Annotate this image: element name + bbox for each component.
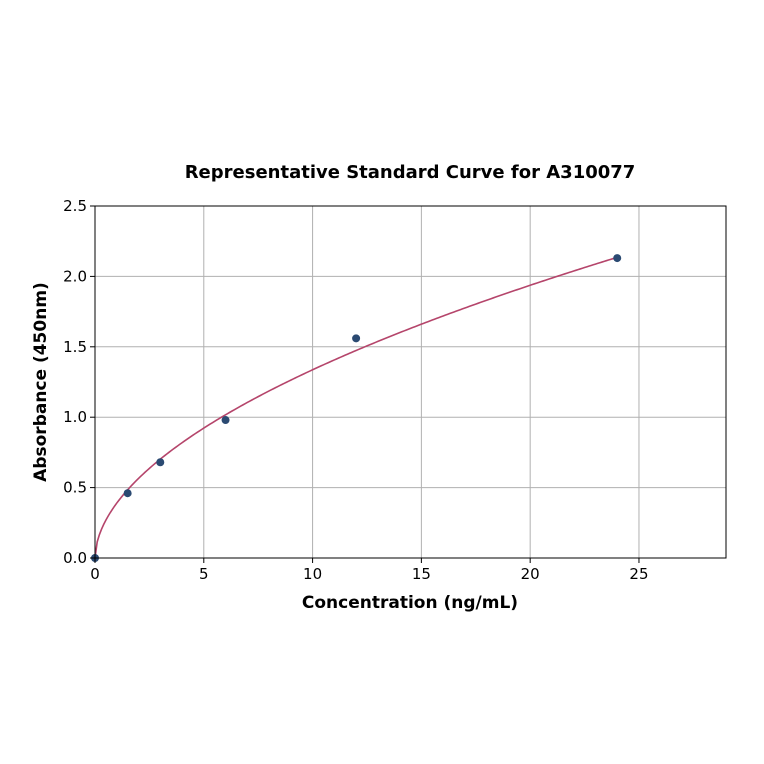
x-axis-ticks: 0 5 10 15 20 25 <box>90 558 649 583</box>
y-tick-label: 0.5 <box>63 479 87 497</box>
x-tick-label: 25 <box>629 565 648 583</box>
x-tick-label: 20 <box>521 565 540 583</box>
chart-title: Representative Standard Curve for A31007… <box>185 162 636 183</box>
data-point <box>613 254 622 263</box>
x-axis-label: Concentration (ng/mL) <box>302 593 518 613</box>
fit-curve-line <box>94 256 618 559</box>
grid-lines <box>94 205 726 559</box>
x-tick-label: 5 <box>199 565 209 583</box>
x-tick-label: 10 <box>303 565 322 583</box>
y-tick-label: 2.0 <box>63 267 87 285</box>
plot-frame <box>94 205 727 559</box>
y-tick-label: 0.0 <box>63 549 87 567</box>
data-points <box>91 254 622 562</box>
data-point <box>156 458 165 467</box>
y-axis-ticks: 0.0 0.5 1.0 1.5 2.0 2.5 <box>63 197 95 567</box>
y-tick-label: 2.5 <box>63 197 87 215</box>
x-tick-label: 15 <box>412 565 431 583</box>
y-axis-label: Absorbance (450nm) <box>31 282 51 482</box>
y-tick-label: 1.5 <box>63 338 87 356</box>
x-tick-label: 0 <box>90 565 100 583</box>
y-tick-label: 1.0 <box>63 408 87 426</box>
data-point <box>352 334 361 343</box>
data-point <box>123 489 132 498</box>
data-point <box>221 416 230 425</box>
